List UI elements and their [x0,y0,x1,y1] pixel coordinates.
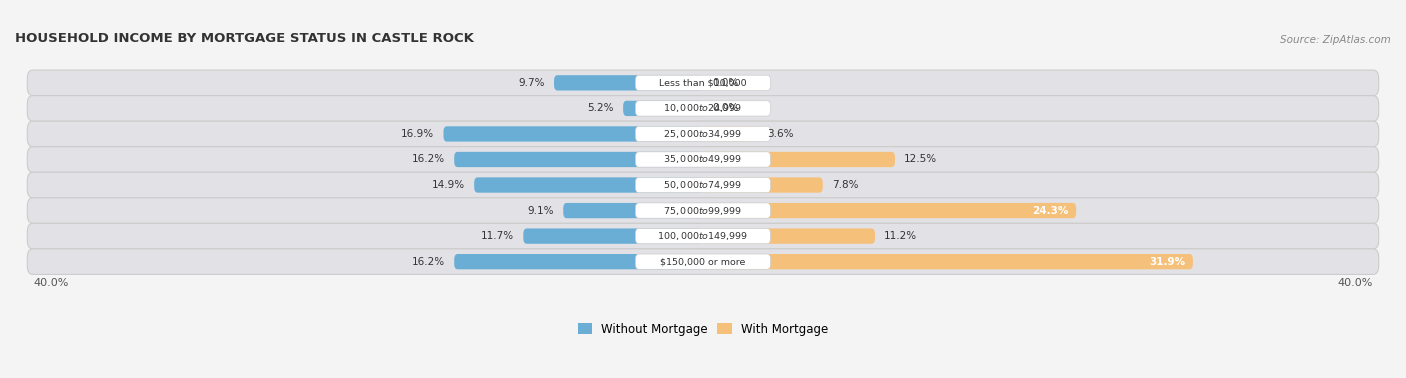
FancyBboxPatch shape [703,254,1192,269]
Text: $150,000 or more: $150,000 or more [661,257,745,266]
Text: 7.8%: 7.8% [832,180,859,190]
FancyBboxPatch shape [623,101,703,116]
Text: $75,000 to $99,999: $75,000 to $99,999 [664,204,742,217]
FancyBboxPatch shape [703,203,1076,218]
FancyBboxPatch shape [636,177,770,193]
FancyBboxPatch shape [636,126,770,142]
FancyBboxPatch shape [454,152,703,167]
FancyBboxPatch shape [27,147,1379,172]
FancyBboxPatch shape [564,203,703,218]
FancyBboxPatch shape [523,228,703,244]
Text: 9.1%: 9.1% [527,206,554,215]
FancyBboxPatch shape [703,177,823,193]
FancyBboxPatch shape [703,152,896,167]
Text: 31.9%: 31.9% [1149,257,1185,266]
FancyBboxPatch shape [474,177,703,193]
Text: HOUSEHOLD INCOME BY MORTGAGE STATUS IN CASTLE ROCK: HOUSEHOLD INCOME BY MORTGAGE STATUS IN C… [15,33,474,45]
Text: 16.2%: 16.2% [412,257,446,266]
Text: 11.7%: 11.7% [481,231,515,241]
FancyBboxPatch shape [703,126,758,142]
Text: 11.2%: 11.2% [884,231,917,241]
Text: $100,000 to $149,999: $100,000 to $149,999 [658,230,748,242]
FancyBboxPatch shape [703,228,875,244]
Text: 3.6%: 3.6% [768,129,794,139]
Text: Less than $10,000: Less than $10,000 [659,78,747,87]
Text: 0.0%: 0.0% [713,78,738,88]
FancyBboxPatch shape [636,203,770,218]
FancyBboxPatch shape [27,249,1379,274]
FancyBboxPatch shape [27,70,1379,96]
FancyBboxPatch shape [443,126,703,142]
Text: Source: ZipAtlas.com: Source: ZipAtlas.com [1281,36,1391,45]
Text: 9.7%: 9.7% [519,78,544,88]
FancyBboxPatch shape [27,223,1379,249]
FancyBboxPatch shape [636,254,770,269]
Text: 0.0%: 0.0% [713,104,738,113]
Text: $10,000 to $24,999: $10,000 to $24,999 [664,102,742,115]
FancyBboxPatch shape [636,75,770,90]
Text: 14.9%: 14.9% [432,180,465,190]
FancyBboxPatch shape [636,101,770,116]
Text: 40.0%: 40.0% [1337,278,1372,288]
Text: 5.2%: 5.2% [588,104,614,113]
Text: $25,000 to $34,999: $25,000 to $34,999 [664,128,742,140]
Text: 40.0%: 40.0% [34,278,69,288]
FancyBboxPatch shape [454,254,703,269]
FancyBboxPatch shape [554,75,703,90]
Text: $35,000 to $49,999: $35,000 to $49,999 [664,153,742,166]
FancyBboxPatch shape [636,152,770,167]
Text: 12.5%: 12.5% [904,155,938,164]
FancyBboxPatch shape [636,228,770,244]
Text: 16.9%: 16.9% [401,129,434,139]
Text: 16.2%: 16.2% [412,155,446,164]
Legend: Without Mortgage, With Mortgage: Without Mortgage, With Mortgage [578,322,828,336]
FancyBboxPatch shape [27,96,1379,121]
Text: $50,000 to $74,999: $50,000 to $74,999 [664,179,742,191]
FancyBboxPatch shape [27,172,1379,198]
FancyBboxPatch shape [27,198,1379,223]
Text: 24.3%: 24.3% [1032,206,1069,215]
FancyBboxPatch shape [27,121,1379,147]
